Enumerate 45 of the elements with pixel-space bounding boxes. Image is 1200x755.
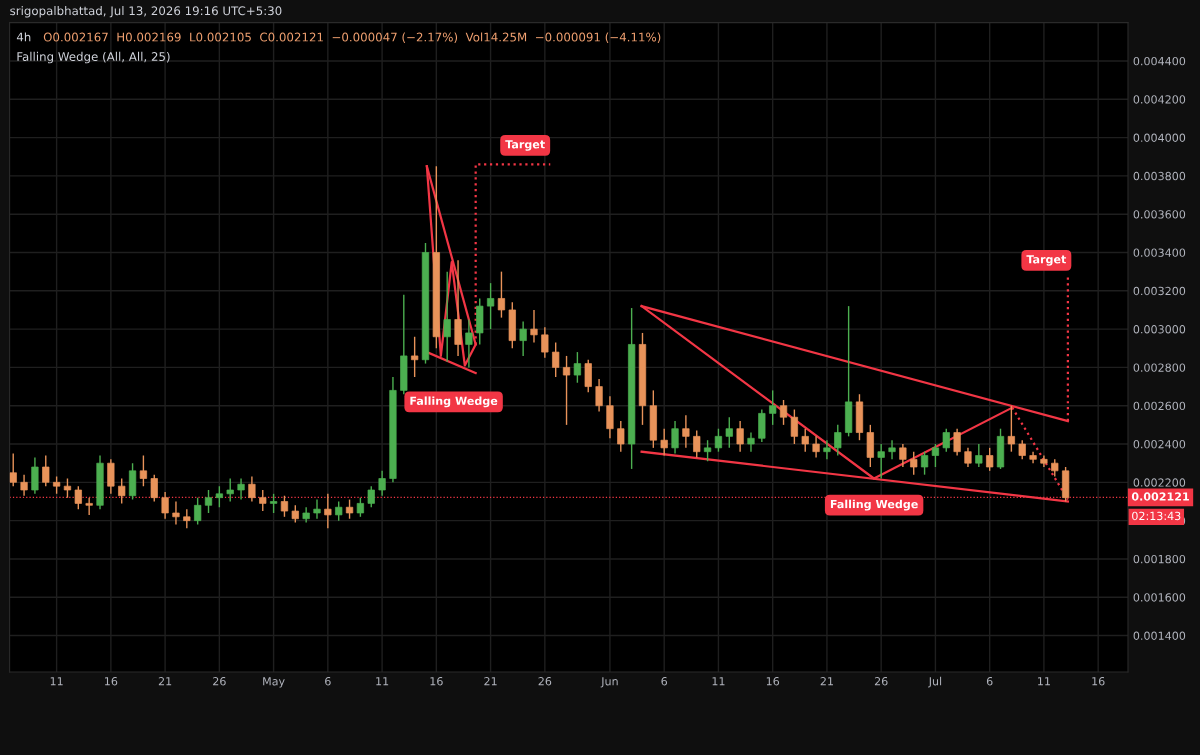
x-tick-label: 16 [105,677,118,686]
x-tick-label: 26 [874,677,888,686]
x-tick-label: 11 [1038,677,1050,686]
text: 4h [16,32,31,42]
annotation: Falling Wedge [410,396,498,408]
x-tick-label: 16 [430,677,443,686]
annotation: O0.002167 H0.002169 L0.002105 C0.002121 −0.000047 (−2.17%) Vol14.25M −0.000091 (−4.11%) [43,32,661,43]
y-tick-label: 0.003000 [1133,325,1186,334]
y-tick-label: 0.004200 [1133,95,1186,104]
y-tick-label: 0.001800 [1133,554,1186,564]
x-tick-label: 11 [712,677,725,686]
x-tick-label: 26 [213,677,226,686]
x-tick-label: 6 [661,677,668,686]
annotation: Falling Wedge [830,499,918,511]
y-tick-label: 0.004000 [1133,133,1186,142]
y-tick-label: 0.003800 [1133,171,1186,181]
x-tick-label: 11 [50,677,63,686]
x-tick-label: 21 [158,677,172,686]
x-tick-label: 16 [766,677,780,686]
y-tick-label: 0.002200 [1133,478,1186,487]
x-tick-label: May [263,677,285,688]
x-tick-label: 16 [1092,677,1105,686]
y-tick-label: 0.004400 [1133,56,1186,66]
x-tick-label: 6 [325,677,331,686]
x-tick-label: 11 [376,677,389,686]
x-tick-label: 21 [820,677,833,686]
x-tick-label: 26 [538,677,552,686]
y-tick-label: 0.003400 [1133,248,1186,257]
x-tick-label: 21 [484,677,497,686]
text: 02:13:43 [1132,511,1181,521]
y-tick-label: 0.002800 [1133,363,1186,372]
y-tick-label: 0.002600 [1133,401,1186,411]
x-tick-label: 6 [986,677,993,686]
y-tick-label: 0.001600 [1133,593,1186,602]
x-tick-label: Jun [600,677,618,688]
ref-line-label: 0.002121 [1131,492,1189,501]
annotation: Target [505,140,545,151]
y-tick-label: 0.001400 [1133,631,1186,640]
annotation: Falling Wedge (All, All, 25) [17,51,170,64]
y-tick-label: 0.002400 [1133,440,1186,449]
annotation: Target [1026,255,1067,266]
y-tick-label: 0.003200 [1133,286,1186,296]
x-tick-label: Jul [928,676,942,688]
text: srigopalbhattad, Jul 13, 2026 19:16 UTC+5:30 [10,6,282,18]
y-tick-label: 0.003600 [1133,210,1186,219]
